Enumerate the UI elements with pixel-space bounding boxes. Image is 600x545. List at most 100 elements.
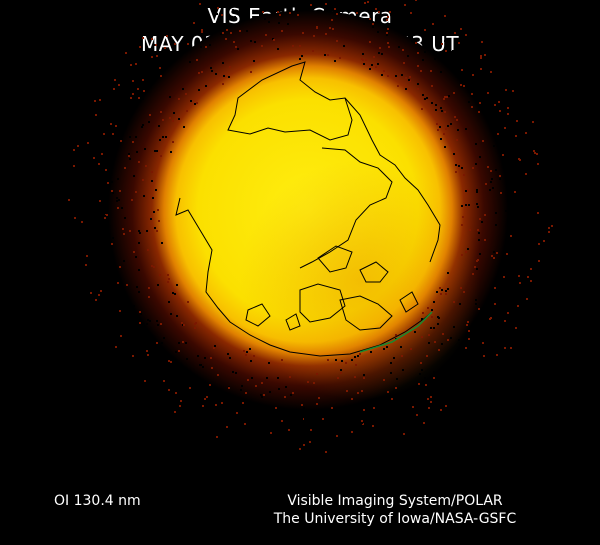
noise-speckle [156,320,158,322]
noise-speckle [221,26,223,28]
noise-speckle [139,311,141,313]
noise-speckle [538,260,540,262]
noise-speckle [303,407,305,409]
noise-speckle [157,209,159,211]
noise-speckle [463,174,465,176]
noise-speckle [537,212,539,214]
noise-speckle [209,44,211,46]
noise-speckle [434,341,436,343]
noise-speckle [522,271,524,273]
noise-speckle [463,291,465,293]
noise-speckle [440,409,442,411]
noise-speckle [89,117,91,119]
noise-speckle [455,171,457,173]
noise-speckle [289,414,291,416]
noise-speckle [361,58,363,60]
noise-speckle [138,269,140,271]
noise-speckle [351,431,353,433]
noise-speckle [107,165,109,167]
noise-speckle [387,42,389,44]
noise-speckle [303,444,305,446]
noise-speckle [530,106,532,108]
noise-speckle [100,290,102,292]
noise-speckle [536,134,538,136]
noise-speckle [173,112,175,114]
noise-speckle [402,369,404,371]
noise-speckle [478,308,480,310]
noise-speckle [112,133,114,135]
noise-speckle [202,405,204,407]
noise-speckle [198,72,200,74]
noise-speckle [327,359,329,361]
noise-speckle [141,126,143,128]
noise-speckle [178,98,180,100]
noise-speckle [354,376,356,378]
noise-speckle [182,26,184,28]
noise-speckle [222,62,224,64]
noise-speckle [119,110,121,112]
noise-speckle [210,67,212,69]
noise-speckle [81,221,83,223]
noise-speckle [461,69,463,71]
noise-speckle [102,340,104,342]
noise-speckle [179,405,181,407]
noise-speckle [340,372,342,374]
noise-speckle [220,33,222,35]
noise-speckle [443,98,445,100]
noise-speckle [277,377,279,379]
noise-speckle [318,397,320,399]
noise-speckle [447,339,449,341]
noise-speckle [192,380,194,382]
noise-speckle [418,383,420,385]
noise-speckle [453,301,455,303]
noise-speckle [468,204,470,206]
noise-speckle [119,86,121,88]
noise-speckle [373,407,375,409]
noise-speckle [478,111,480,113]
noise-speckle [90,292,92,294]
noise-speckle [444,146,446,148]
noise-speckle [355,445,357,447]
noise-speckle [287,23,289,25]
noise-speckle [142,98,144,100]
noise-speckle [160,34,162,36]
noise-speckle [189,61,191,63]
noise-speckle [307,416,309,418]
noise-speckle [495,224,497,226]
noise-speckle [438,317,440,319]
noise-speckle [420,362,422,364]
noise-speckle [424,29,426,31]
noise-speckle [247,379,249,381]
noise-speckle [373,56,375,58]
noise-speckle [161,242,163,244]
noise-speckle [354,356,356,358]
noise-speckle [313,382,315,384]
noise-speckle [465,251,467,253]
noise-speckle [489,318,491,320]
noise-speckle [107,129,109,131]
noise-speckle [166,35,168,37]
noise-speckle [476,203,478,205]
noise-speckle [177,384,179,386]
noise-speckle [458,339,460,341]
noise-speckle [155,44,157,46]
noise-speckle [163,380,165,382]
noise-speckle [178,350,180,352]
noise-speckle [431,316,433,318]
noise-speckle [235,372,237,374]
noise-speckle [391,398,393,400]
noise-speckle [390,362,392,364]
noise-speckle [285,386,287,388]
noise-speckle [401,355,403,357]
noise-speckle [288,429,290,431]
noise-speckle [132,80,134,82]
noise-speckle [445,128,447,130]
noise-speckle [499,110,501,112]
noise-speckle [355,364,357,366]
noise-speckle [202,366,204,368]
noise-speckle [221,402,223,404]
noise-speckle [314,422,316,424]
noise-speckle [339,57,341,59]
noise-speckle [477,229,479,231]
noise-speckle [415,42,417,44]
